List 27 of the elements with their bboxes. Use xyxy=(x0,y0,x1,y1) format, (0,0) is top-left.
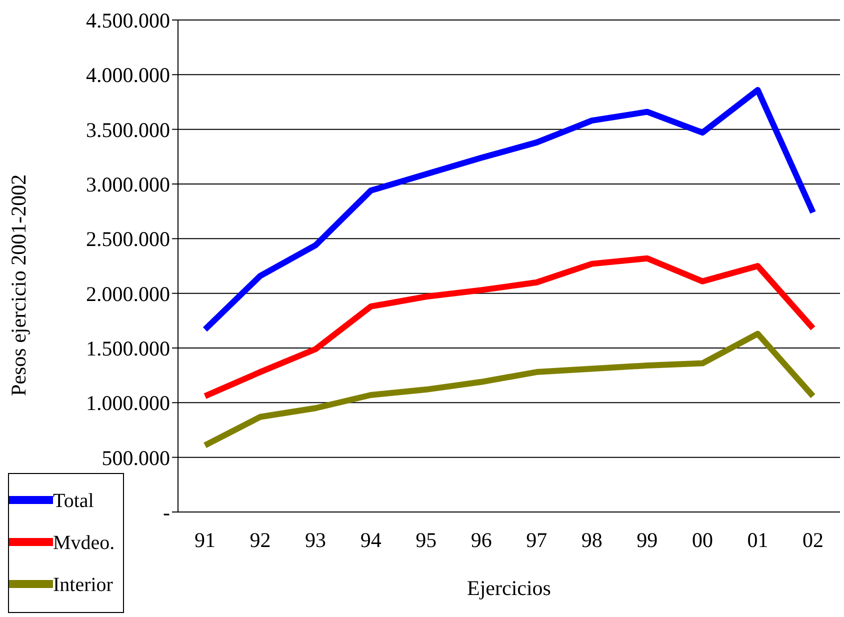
y-tick-label: 500.000 xyxy=(102,446,170,470)
y-tick-label: 3.000.000 xyxy=(86,172,170,196)
y-axis-title: Pesos ejercicio 2001-2002 xyxy=(6,174,30,396)
x-tick-label: 98 xyxy=(581,528,602,552)
y-tick-label: 2.500.000 xyxy=(86,227,170,252)
x-tick-label: 99 xyxy=(636,528,658,552)
y-tick-label: 4.000.000 xyxy=(86,63,170,88)
x-tick-label: 93 xyxy=(305,528,326,552)
legend-label: Interior xyxy=(53,574,113,596)
y-tick-label: 3.500.000 xyxy=(86,118,170,142)
x-tick-label: 94 xyxy=(360,528,382,552)
y-tick-label: 1.000.000 xyxy=(86,391,170,416)
y-tick-label: 1.500.000 xyxy=(86,336,170,360)
y-tick-label: - xyxy=(163,500,170,524)
x-tick-label: 01 xyxy=(747,528,768,552)
x-tick-label: 95 xyxy=(416,528,437,552)
y-tick-label: 4.500.000 xyxy=(86,8,170,32)
y-tick-label: 2.000.000 xyxy=(86,282,170,306)
x-tick-label: 92 xyxy=(250,528,271,552)
x-tick-label: 97 xyxy=(526,528,548,552)
x-tick-label: 00 xyxy=(692,528,713,552)
x-tick-label: 96 xyxy=(470,528,492,552)
x-tick-label: 91 xyxy=(194,528,216,552)
legend-label: Mvdeo. xyxy=(53,532,115,554)
x-tick-label: 02 xyxy=(802,528,824,552)
x-axis-title: Ejercicios xyxy=(467,576,551,600)
legend-label: Total xyxy=(53,490,94,512)
